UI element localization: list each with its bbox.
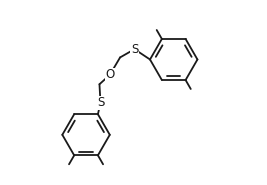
Text: O: O [105,68,114,81]
Text: S: S [131,43,138,56]
Text: S: S [97,96,104,109]
